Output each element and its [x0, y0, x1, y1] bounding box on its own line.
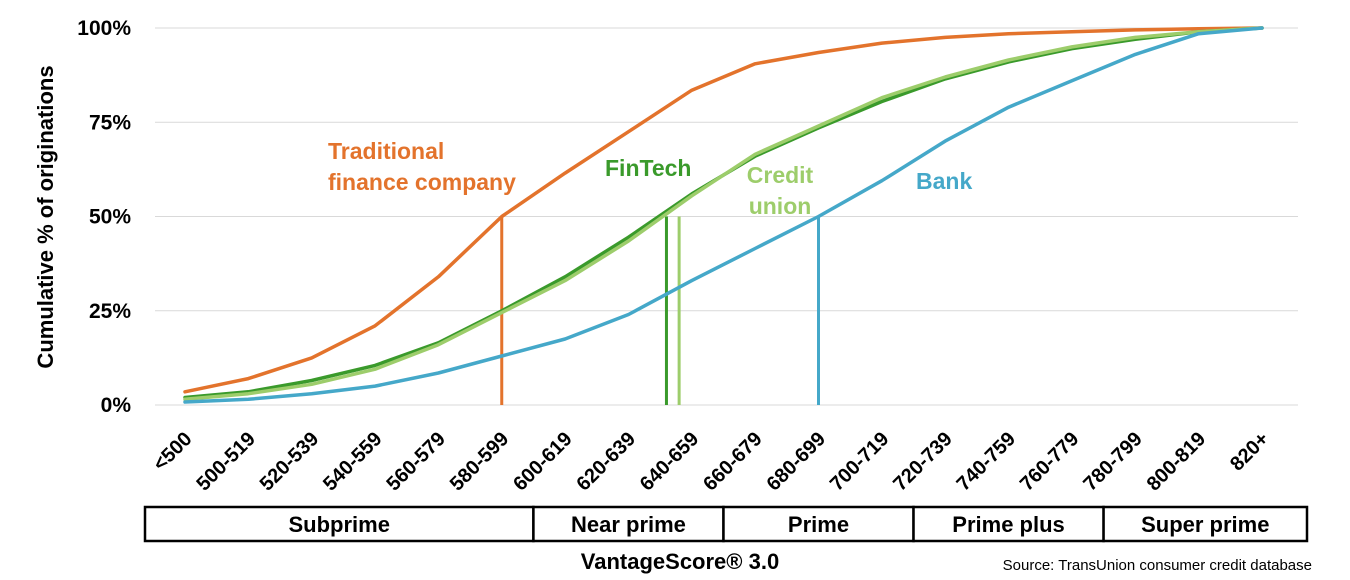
y-tick-label: 75%	[89, 111, 131, 134]
x-tick-label: 640-659	[636, 428, 703, 495]
y-tick-label: 25%	[89, 300, 131, 323]
band-label-subprime: Subprime	[288, 512, 389, 537]
x-tick-label: 680-699	[763, 428, 830, 495]
x-tick-label: 700-719	[826, 428, 893, 495]
x-tick-label: 620-639	[573, 428, 640, 495]
y-tick-label: 100%	[77, 17, 131, 40]
x-tick-label: 740-759	[953, 428, 1020, 495]
grid	[155, 27, 1298, 406]
series-line-bank	[183, 26, 1264, 404]
series-label-credit-union: Credit union	[747, 162, 814, 219]
band-box-prime-plus	[912, 505, 1105, 543]
y-tick-labels: 0% 25% 50% 75% 100%	[77, 17, 131, 417]
x-tick-label: 820+	[1226, 428, 1273, 475]
x-tick-label: 520-539	[256, 428, 323, 495]
series-label-traditional-finance-company: Traditional finance company	[328, 138, 516, 195]
y-tick-label: 50%	[89, 206, 131, 229]
x-tick-label: 780-799	[1079, 428, 1146, 495]
x-tick-labels: <500500-519520-539540-559560-579580-5996…	[149, 428, 1273, 495]
band-box-super-prime	[1102, 505, 1309, 543]
x-tick-label: 600-619	[509, 428, 576, 495]
series-label-bank: Bank	[916, 168, 972, 194]
y-axis-label: Cumulative % of originations	[33, 65, 58, 368]
x-tick-label: 580-599	[446, 428, 513, 495]
y-tick-label: 0%	[101, 394, 132, 417]
x-tick-label: 800-819	[1143, 428, 1210, 495]
x-tick-label: 540-559	[319, 428, 386, 495]
x-tick-label: 660-679	[699, 428, 766, 495]
x-tick-label: 500-519	[192, 428, 259, 495]
band-label-super-prime: Super prime	[1141, 512, 1269, 537]
series-line-traditional-finance-company	[183, 26, 1264, 394]
x-tick-label: 760-779	[1016, 428, 1083, 495]
band-label-prime-plus: Prime plus	[952, 512, 1064, 537]
source-note: Source: TransUnion consumer credit datab…	[1003, 557, 1312, 574]
series-labels: Traditional finance company FinTech Credit u…	[328, 138, 972, 219]
x-tick-label: <500	[149, 428, 196, 475]
series-label-fintech: FinTech	[605, 155, 691, 181]
score-bands: Subprime Near prime Prime Prime plus Super p…	[143, 505, 1309, 543]
band-box-near-prime	[532, 505, 725, 543]
band-label-prime: Prime	[788, 512, 849, 537]
band-box-prime	[722, 505, 915, 543]
x-tick-label: 720-739	[889, 428, 956, 495]
band-label-near-prime: Near prime	[571, 512, 686, 537]
x-tick-label: 560-579	[382, 428, 449, 495]
series-lines	[183, 26, 1264, 404]
x-axis-label: VantageScore® 3.0	[581, 549, 779, 574]
series-line-credit-union	[183, 26, 1264, 402]
